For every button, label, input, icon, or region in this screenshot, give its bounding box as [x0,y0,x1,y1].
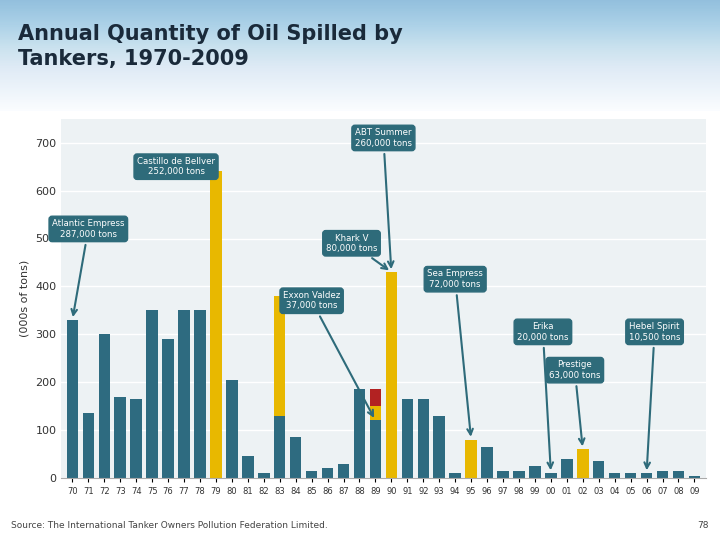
Bar [386,272,397,478]
Bar [130,399,142,478]
Bar [513,471,525,478]
Bar [465,440,477,478]
Text: Sea Empress
72,000 tons: Sea Empress 72,000 tons [427,269,483,435]
Text: Prestige
63,000 tons: Prestige 63,000 tons [549,361,600,444]
Bar [657,471,668,478]
Bar [162,339,174,478]
Y-axis label: (000s of tons): (000s of tons) [19,260,30,337]
Bar [625,473,636,478]
Bar [545,473,557,478]
Bar [498,471,509,478]
Bar [290,437,302,478]
Text: Erika
20,000 tons: Erika 20,000 tons [517,322,569,468]
Bar [274,416,285,478]
Bar [402,399,413,478]
Bar [449,473,461,478]
Bar [433,416,445,478]
Bar [146,310,158,478]
Text: ABT Summer
260,000 tons: ABT Summer 260,000 tons [355,129,412,267]
Text: Khark V
80,000 tons: Khark V 80,000 tons [325,234,387,269]
Bar [179,310,190,478]
Text: Castillo de Bellver
252,000 tons: Castillo de Bellver 252,000 tons [137,157,215,177]
Text: Annual Quantity of Oil Spilled by
Tankers, 1970-2009: Annual Quantity of Oil Spilled by Tanker… [18,24,402,69]
Bar [482,447,492,478]
Bar [529,466,541,478]
Bar [593,461,605,478]
Bar [689,476,700,478]
Bar [99,334,110,478]
Bar [369,406,381,421]
Text: Atlantic Empress
287,000 tons: Atlantic Empress 287,000 tons [52,219,125,315]
Text: Exxon Valdez
37,000 tons: Exxon Valdez 37,000 tons [283,291,373,416]
Bar [561,459,572,478]
Bar [226,380,238,478]
Bar [369,389,381,406]
Bar [210,172,222,478]
Bar [418,399,429,478]
Bar [274,296,285,416]
Bar [67,320,78,478]
Bar [322,468,333,478]
Bar [641,473,652,478]
Bar [242,456,253,478]
Bar [114,396,126,478]
Bar [83,413,94,478]
Text: 78: 78 [698,521,709,530]
Bar [274,296,285,478]
Bar [672,471,684,478]
Text: Source: The International Tanker Owners Pollution Federation Limited.: Source: The International Tanker Owners … [11,521,328,530]
Bar [306,471,318,478]
Bar [338,463,349,478]
Text: Hebel Spirit
10,500 tons: Hebel Spirit 10,500 tons [629,322,680,468]
Bar [369,421,381,478]
Bar [354,389,365,478]
Bar [194,310,206,478]
Bar [609,473,621,478]
Bar [258,473,269,478]
Bar [577,449,588,478]
